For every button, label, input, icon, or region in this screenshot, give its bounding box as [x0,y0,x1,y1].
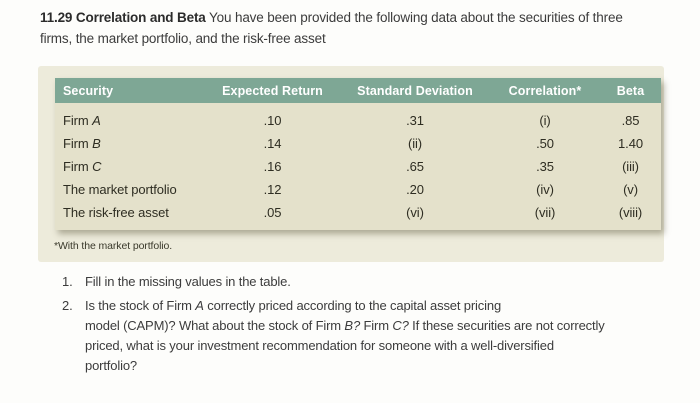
cell-beta: (iii) [622,159,639,174]
table-row: Firm B .14 (ii) .50 1.40 [55,132,661,155]
cell-standard-deviation: (ii) [407,136,423,151]
table-header-row: Security Expected Return Standard Deviat… [55,78,661,103]
cell-expected-return: .05 [263,205,282,220]
cell-beta: (v) [623,182,638,197]
cell-security: The risk-free asset [63,205,169,220]
column-header-standard-deviation: Standard Deviation [340,78,490,103]
table-panel: Security Expected Return Standard Deviat… [38,66,664,262]
cell-standard-deviation: .20 [406,182,424,197]
column-header-expected-return: Expected Return [205,78,340,103]
table-row: The risk-free asset .05 (vi) (vii) (viii… [55,201,661,230]
column-header-beta: Beta [600,78,661,103]
cell-correlation: (i) [539,113,551,128]
cell-expected-return: .14 [263,136,282,151]
table-footnote: *With the market portfolio. [54,240,173,252]
cell-security: Firm A [63,113,101,128]
cell-expected-return: .16 [263,159,282,174]
cell-beta: .85 [621,113,640,128]
cell-standard-deviation: (vi) [406,205,424,220]
question-number: 2. [62,298,73,313]
problem-heading: 11.29 Correlation and Beta You have been… [40,10,623,46]
column-header-correlation: Correlation* [490,78,600,103]
question-list: 1. Fill in the missing values in the tab… [62,272,668,380]
question-text: Is the stock of Firm A correctly priced … [85,298,605,373]
cell-expected-return: .10 [263,113,282,128]
securities-table: Security Expected Return Standard Deviat… [55,78,661,230]
table-row: Firm A .10 .31 (i) .85 [55,103,661,132]
cell-expected-return: .12 [263,182,282,197]
cell-beta: (viii) [618,205,643,220]
cell-correlation: (vii) [534,205,556,220]
table-row: Firm C .16 .65 .35 (iii) [55,155,661,178]
data-table-wrapper: Security Expected Return Standard Deviat… [55,78,661,230]
question-item-2: 2. Is the stock of Firm A correctly pric… [62,296,668,376]
cell-beta: 1.40 [618,136,643,151]
cell-standard-deviation: .31 [406,113,424,128]
cell-security: The market portfolio [63,182,177,197]
table-row: The market portfolio .12 .20 (iv) (v) [55,178,661,201]
cell-security: Firm B [63,136,101,151]
question-text: Fill in the missing values in the table. [85,274,291,289]
cell-correlation: (iv) [536,182,554,197]
question-number: 1. [62,274,73,289]
cell-security: Firm C [63,159,102,174]
cell-correlation: .35 [536,159,554,174]
cell-standard-deviation: .65 [406,159,424,174]
question-item-1: 1. Fill in the missing values in the tab… [62,272,668,292]
column-header-security: Security [55,78,205,103]
cell-correlation: .50 [536,136,554,151]
